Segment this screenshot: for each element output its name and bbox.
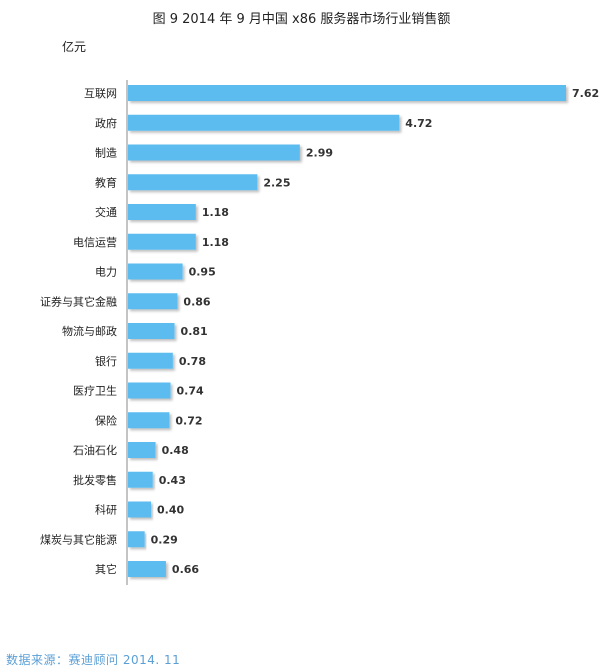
category-label-4: 交通 xyxy=(95,205,117,219)
bar-11 xyxy=(128,412,170,429)
value-label-5: 1.18 xyxy=(202,236,229,249)
category-label-5: 电信运营 xyxy=(73,235,117,249)
value-label-2: 2.99 xyxy=(306,147,333,160)
bar-6 xyxy=(128,263,183,280)
value-label-9: 0.78 xyxy=(179,355,206,368)
chart-title: 图 9 2014 年 9 月中国 x86 服务器市场行业销售额 xyxy=(152,12,451,27)
category-label-15: 煤炭与其它能源 xyxy=(40,532,117,546)
value-label-13: 0.43 xyxy=(159,474,186,487)
bar-9 xyxy=(128,352,173,369)
source-note: 数据来源：赛迪顾问 2014. 11 xyxy=(6,653,181,667)
category-label-1: 政府 xyxy=(95,116,117,130)
category-label-0: 互联网 xyxy=(84,87,117,100)
value-label-14: 0.40 xyxy=(157,504,184,517)
value-label-1: 4.72 xyxy=(405,117,432,130)
value-label-8: 0.81 xyxy=(181,325,208,338)
category-label-11: 保险 xyxy=(95,413,117,427)
value-label-7: 0.86 xyxy=(183,295,210,308)
bar-16 xyxy=(128,561,166,577)
category-label-12: 石油石化 xyxy=(73,443,117,457)
bar-12 xyxy=(128,442,156,458)
category-label-7: 证券与其它金融 xyxy=(40,294,117,308)
category-label-3: 教育 xyxy=(95,175,117,189)
bar-15 xyxy=(128,531,145,548)
bar-13 xyxy=(128,471,153,488)
value-label-10: 0.74 xyxy=(177,385,204,398)
value-label-4: 1.18 xyxy=(202,206,229,219)
bar-8 xyxy=(128,323,175,339)
bar-2 xyxy=(128,144,300,161)
unit-label: 亿元 xyxy=(62,40,87,54)
bar-3 xyxy=(128,174,258,191)
category-label-14: 科研 xyxy=(95,503,117,517)
bar-4 xyxy=(128,204,196,220)
category-label-16: 其它 xyxy=(95,562,117,576)
value-label-11: 0.72 xyxy=(175,414,202,427)
value-label-6: 0.95 xyxy=(189,266,216,279)
bar-7 xyxy=(128,293,178,310)
bar-0 xyxy=(128,85,566,101)
value-label-0: 7.62 xyxy=(572,87,599,100)
value-label-15: 0.29 xyxy=(151,533,178,546)
bar-1 xyxy=(128,114,400,131)
value-label-3: 2.25 xyxy=(263,176,290,189)
bar-14 xyxy=(128,501,151,518)
bar-10 xyxy=(128,382,171,399)
category-label-2: 制造 xyxy=(95,146,117,160)
value-label-16: 0.66 xyxy=(172,563,199,576)
category-label-13: 批发零售 xyxy=(73,473,117,487)
bar-5 xyxy=(128,233,196,250)
category-label-10: 医疗卫生 xyxy=(73,384,117,398)
category-label-9: 银行 xyxy=(95,354,117,368)
value-label-12: 0.48 xyxy=(162,444,189,457)
category-label-6: 电力 xyxy=(95,266,117,279)
category-label-8: 物流与邮政 xyxy=(62,324,117,338)
